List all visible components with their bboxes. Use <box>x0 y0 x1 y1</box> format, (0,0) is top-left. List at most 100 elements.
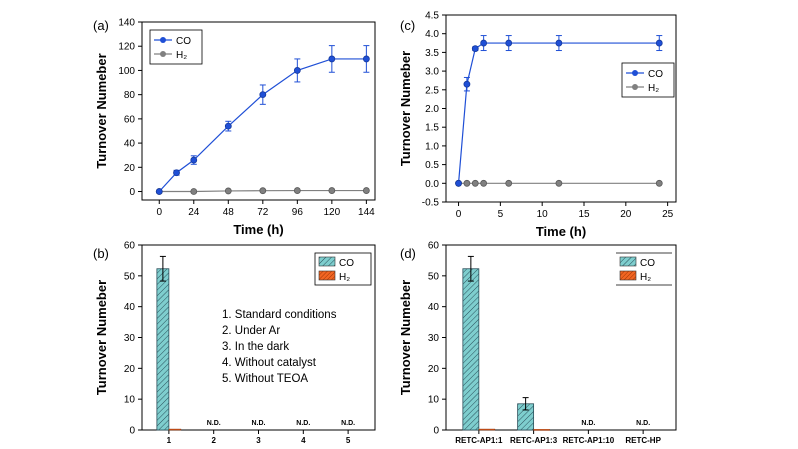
panel-label: (b) <box>93 246 109 261</box>
y-tick-label: 40 <box>428 302 440 313</box>
data-point-h2 <box>471 179 479 187</box>
x-tick-label: 20 <box>620 209 632 220</box>
x-tick-label: 72 <box>257 207 269 218</box>
data-point-h2 <box>190 188 198 195</box>
y-axis-label: Turnover Numeber <box>94 280 109 395</box>
y-tick-label: 0.0 <box>425 179 439 190</box>
x-tick-label: 48 <box>223 207 235 218</box>
legend-label: H₂ <box>339 272 350 283</box>
legend-box <box>149 29 203 65</box>
x-axis-label: Time (h) <box>536 224 586 239</box>
x-axis-label: Time (h) <box>233 222 283 237</box>
y-tick-label: 2.0 <box>425 104 439 115</box>
panel-label: (a) <box>93 18 109 33</box>
legend-swatch <box>619 270 637 281</box>
y-tick-label: 0 <box>433 426 439 437</box>
y-axis-label: Turnover Numeber <box>398 51 413 166</box>
data-point-h2 <box>293 187 301 194</box>
bar-label: N.D. <box>636 420 650 427</box>
annotation-line: 5. Without TEOA <box>222 373 308 385</box>
y-tick-label: 4.5 <box>425 11 439 22</box>
y-tick-label: 50 <box>428 271 440 282</box>
bar-h2 <box>478 428 496 431</box>
y-tick-label: 60 <box>124 241 136 252</box>
panel-label: (d) <box>400 246 416 261</box>
y-tick-label: -0.5 <box>422 198 440 209</box>
y-tick-label: 40 <box>124 139 136 150</box>
y-tick-label: 20 <box>124 163 136 174</box>
x-tick-label: 96 <box>292 207 304 218</box>
legend-label: CO <box>176 36 191 47</box>
data-point-co <box>555 39 563 47</box>
bar-label: N.D. <box>341 420 355 427</box>
data-point-h2 <box>463 179 471 187</box>
bar-label: N.D. <box>581 420 595 427</box>
data-point-co <box>328 55 336 63</box>
data-point-co <box>259 91 267 99</box>
x-tick-label: 0 <box>456 209 462 220</box>
legend-swatch <box>619 256 637 267</box>
legend-label: CO <box>640 258 655 269</box>
annotation-line: 3. In the dark <box>222 341 289 353</box>
x-tick-label: 15 <box>578 209 590 220</box>
data-point-co <box>155 188 163 195</box>
data-point-co <box>655 39 663 47</box>
data-point-co <box>505 39 513 47</box>
y-tick-label: 4.0 <box>425 29 439 40</box>
y-tick-label: 60 <box>428 241 440 252</box>
annotation-line: 2. Under Ar <box>222 325 280 337</box>
y-tick-label: 140 <box>118 18 135 29</box>
data-point-co <box>190 156 198 164</box>
annotation-line: 1. Standard conditions <box>222 309 337 321</box>
x-tick-label: RETC-AP1:10 <box>563 436 615 445</box>
x-tick-label: 2 <box>211 436 216 445</box>
data-point-h2 <box>224 187 232 195</box>
legend-box <box>621 62 675 98</box>
y-tick-label: 50 <box>124 271 136 282</box>
y-tick-label: 10 <box>124 395 136 406</box>
data-point-h2 <box>362 187 370 194</box>
y-tick-label: 10 <box>428 395 440 406</box>
legend-label: H₂ <box>640 272 651 283</box>
y-tick-label: 30 <box>124 333 136 344</box>
x-tick-label: 1 <box>167 436 172 445</box>
x-tick-label: 25 <box>662 209 674 220</box>
y-tick-label: 3.0 <box>425 67 439 78</box>
data-point-co <box>224 122 232 130</box>
y-tick-label: 100 <box>118 66 135 77</box>
legend-swatch <box>318 270 336 281</box>
x-tick-label: RETC-AP1:1 <box>455 436 503 445</box>
panel-label: (c) <box>400 18 415 33</box>
legend-label: H₂ <box>648 83 659 94</box>
data-point-co <box>173 169 180 177</box>
x-tick-label: 5 <box>346 436 351 445</box>
y-tick-label: 2.5 <box>425 85 439 96</box>
bar-label: N.D. <box>252 420 266 427</box>
x-tick-label: 24 <box>188 207 200 218</box>
x-tick-label: 10 <box>537 209 549 220</box>
y-tick-label: 20 <box>428 364 440 375</box>
data-point-co <box>463 80 471 88</box>
data-point-h2 <box>480 179 488 187</box>
x-tick-label: RETC-HP <box>625 436 661 445</box>
bar-co <box>156 268 170 431</box>
legend-marker <box>632 70 638 76</box>
data-point-co <box>471 45 479 53</box>
y-tick-label: 1.5 <box>425 123 439 134</box>
series-line-co <box>158 58 367 192</box>
plot-frame <box>141 21 376 201</box>
y-tick-label: 0.5 <box>425 160 439 171</box>
y-tick-label: 0 <box>129 426 135 437</box>
y-tick-label: 80 <box>124 90 136 101</box>
y-axis-label: Turnover Numeber <box>94 53 109 168</box>
y-tick-label: 1.0 <box>425 141 439 152</box>
y-tick-label: 20 <box>124 364 136 375</box>
data-point-h2 <box>555 179 563 187</box>
x-tick-label: 5 <box>498 209 504 220</box>
bar-h2 <box>533 429 550 431</box>
legend-marker <box>160 51 166 57</box>
data-point-h2 <box>505 179 513 187</box>
legend-label: H₂ <box>176 50 187 61</box>
data-point-co <box>293 67 301 74</box>
